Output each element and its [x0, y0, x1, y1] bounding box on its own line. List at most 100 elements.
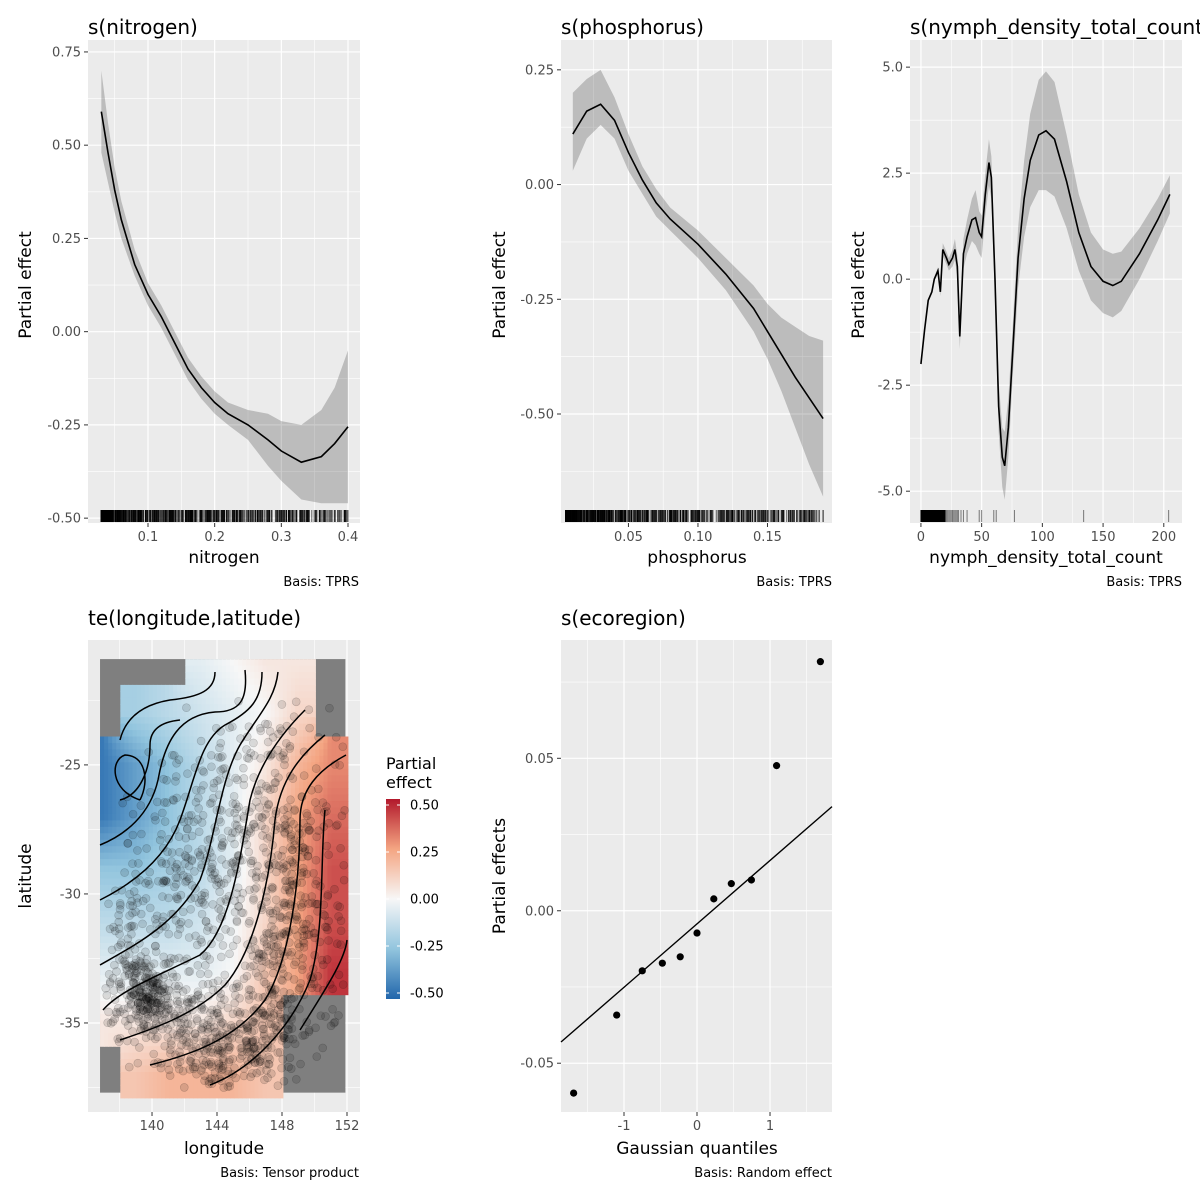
heatmap-cell — [144, 1013, 150, 1021]
heatmap-cell — [116, 749, 121, 757]
heatmap-cell — [112, 910, 117, 918]
heatmap-cell — [156, 697, 162, 705]
heatmap-cell — [112, 988, 117, 996]
heatmap-cell — [266, 749, 272, 757]
heatmap-cell — [156, 807, 162, 815]
heatmap-cell — [165, 865, 170, 873]
heatmap-cell — [238, 839, 243, 847]
heatmap-cell — [177, 768, 182, 776]
heatmap-cell — [169, 884, 174, 892]
heatmap-cell — [181, 923, 186, 931]
heatmap-cell — [246, 923, 251, 931]
heatmap-cell — [295, 794, 300, 802]
heatmap-cell — [189, 1059, 195, 1067]
heatmap-cell — [303, 762, 308, 770]
heatmap-cell — [282, 749, 288, 757]
heatmap-cell — [246, 904, 251, 912]
heatmap-cell — [169, 1059, 174, 1067]
heatmap-cell — [205, 891, 211, 899]
heatmap-cell — [230, 891, 235, 899]
heatmap-cell — [242, 1072, 247, 1080]
heatmap-cell — [140, 994, 146, 1002]
heatmap-cell — [242, 852, 247, 860]
heatmap-cell — [246, 1052, 251, 1060]
heatmap-cell — [169, 1007, 174, 1015]
heatmap-cell — [230, 1078, 235, 1086]
heatmap-cell — [230, 1013, 235, 1021]
heatmap-cell — [254, 813, 260, 821]
heatmap-cell — [144, 852, 150, 860]
heatmap-cell — [205, 975, 211, 983]
heatmap-cell — [201, 697, 207, 705]
heatmap-cell — [262, 872, 268, 880]
heatmap-cell — [193, 1091, 199, 1099]
heatmap-cell — [144, 730, 150, 738]
heatmap-cell — [230, 1091, 235, 1099]
heatmap-cell — [282, 704, 288, 712]
heatmap-cell — [286, 691, 292, 699]
heatmap-cell — [124, 742, 130, 751]
heatmap-cell — [221, 742, 227, 751]
heatmap-cell — [185, 833, 190, 841]
heatmap-cell — [116, 742, 121, 751]
heatmap-cell — [173, 704, 178, 712]
heatmap-cell — [128, 865, 134, 873]
heatmap-cell — [136, 820, 142, 828]
heatmap-cell — [258, 917, 264, 925]
heatmap-cell — [132, 781, 138, 789]
heatmap-cell — [152, 884, 158, 892]
heatmap-cell — [250, 975, 255, 983]
heatmap-cell — [189, 962, 195, 970]
heatmap-cell — [266, 710, 272, 718]
heatmap-cell — [189, 994, 195, 1002]
heatmap-cell — [262, 981, 268, 989]
heatmap-cell — [246, 1078, 251, 1086]
heatmap-cell — [246, 775, 251, 783]
heatmap-cell — [152, 942, 158, 951]
heatmap-cell — [209, 897, 215, 905]
heatmap-cell — [165, 968, 170, 976]
heatmap-cell — [242, 717, 247, 725]
heatmap-cell — [193, 1001, 199, 1009]
heatmap-cell — [225, 736, 231, 744]
heatmap-cell — [225, 710, 231, 718]
heatmap-cell — [197, 846, 203, 854]
heatmap-cell — [124, 1001, 130, 1009]
heatmap-cell — [140, 949, 146, 957]
heatmap-cell — [120, 859, 125, 867]
heatmap-cell — [254, 659, 260, 667]
heatmap-cell — [193, 1039, 199, 1047]
heatmap-cell — [120, 742, 125, 751]
rug — [565, 510, 824, 522]
heatmap-cell — [148, 936, 154, 944]
heatmap-cell — [270, 788, 276, 796]
heatmap-cell — [104, 742, 109, 751]
heatmap-cell — [209, 672, 215, 680]
heatmap-cell — [270, 852, 276, 860]
heatmap-cell — [225, 833, 231, 841]
heatmap-cell — [165, 826, 170, 834]
heatmap-cell — [132, 775, 138, 783]
heatmap-cell — [185, 865, 190, 873]
heatmap-cell — [254, 684, 260, 692]
heatmap-cell — [282, 678, 288, 686]
heatmap-cell — [221, 801, 227, 809]
heatmap-cell — [217, 762, 223, 770]
heatmap-cell — [120, 994, 125, 1002]
heatmap-cell — [148, 684, 154, 692]
heatmap-cell — [177, 923, 182, 931]
heatmap-cell — [165, 762, 170, 770]
heatmap-cell — [120, 794, 125, 802]
heatmap-cell — [258, 975, 264, 983]
heatmap-cell — [274, 1078, 280, 1086]
heatmap-cell — [173, 801, 178, 809]
heatmap-cell — [217, 1039, 223, 1047]
heatmap-cell — [217, 1059, 223, 1067]
heatmap-cell — [189, 1052, 195, 1060]
heatmap-cell — [238, 659, 243, 667]
heatmap-cell — [246, 833, 251, 841]
heatmap-cell — [262, 955, 268, 963]
heatmap-cell — [156, 762, 162, 770]
heatmap-cell — [205, 917, 211, 925]
heatmap-cell — [173, 1084, 178, 1092]
